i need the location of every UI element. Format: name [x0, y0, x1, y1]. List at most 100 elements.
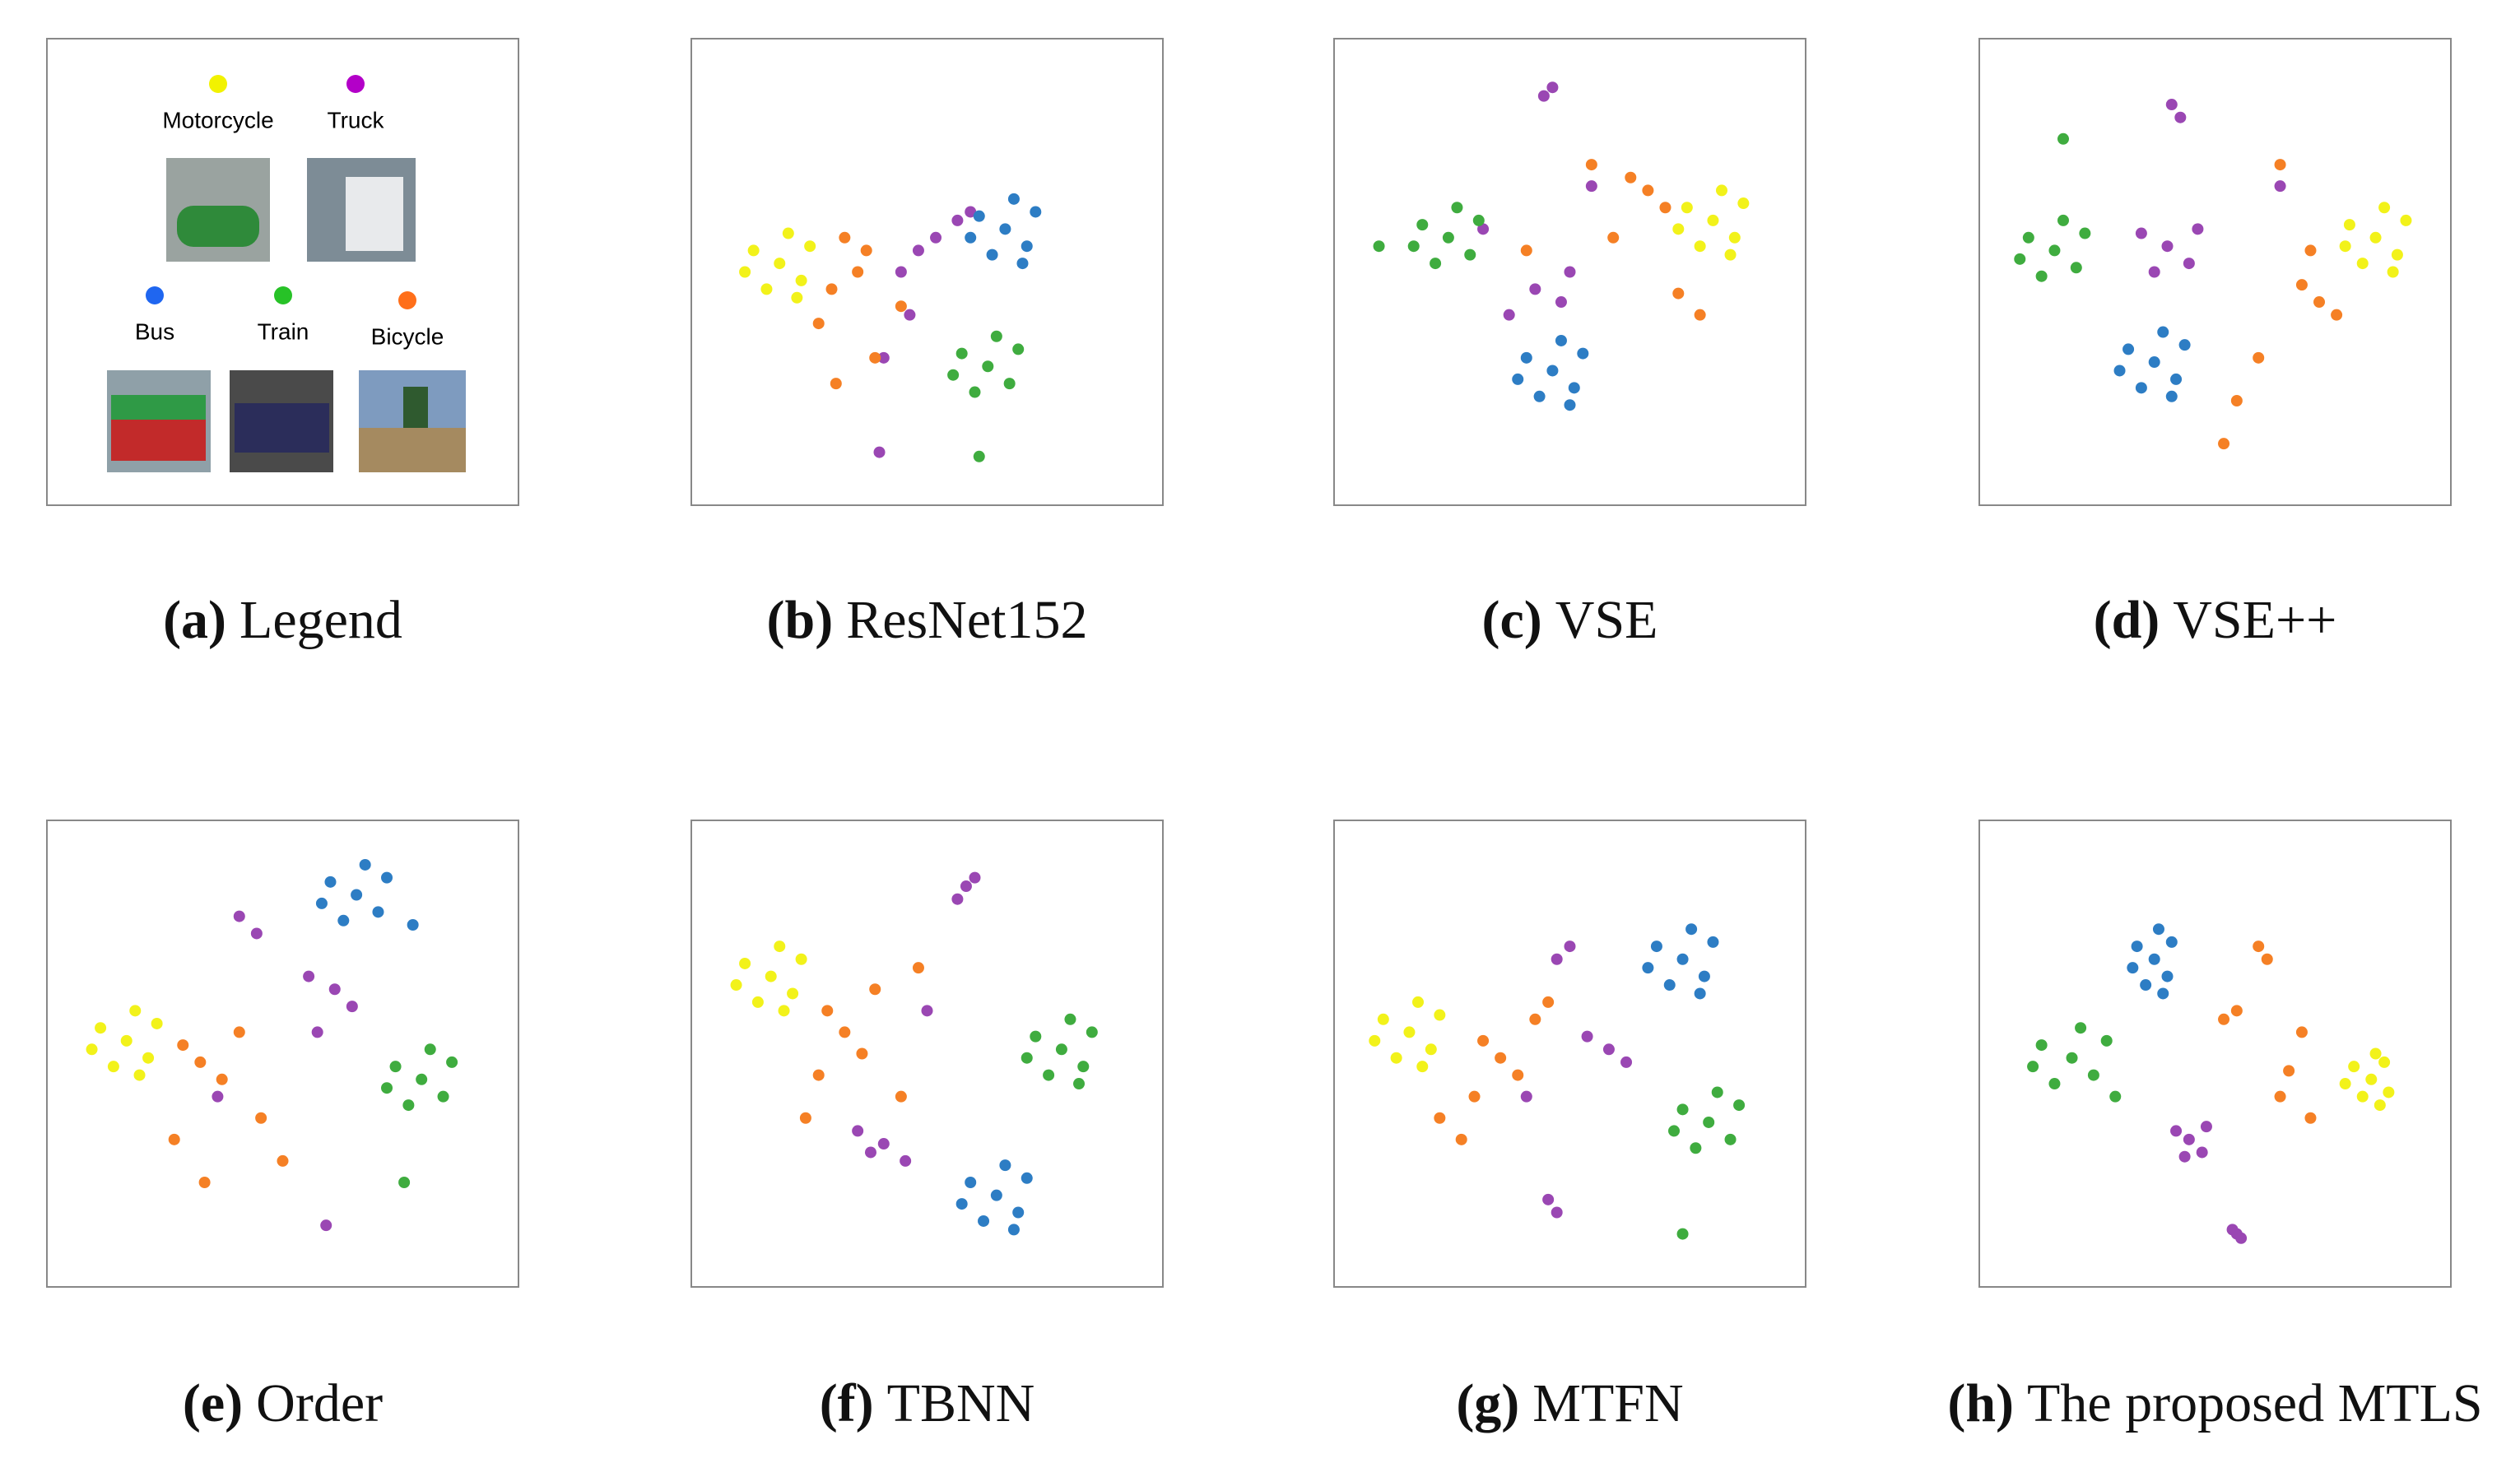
point	[2048, 244, 2061, 257]
point	[990, 1189, 1002, 1201]
point	[381, 1082, 393, 1094]
point	[95, 1022, 107, 1034]
point	[1625, 171, 1637, 183]
point	[2148, 356, 2160, 369]
point	[1676, 953, 1689, 965]
point	[2304, 244, 2317, 257]
point	[351, 889, 363, 901]
point	[1021, 1172, 1033, 1184]
point	[446, 1056, 458, 1068]
point	[2400, 214, 2412, 226]
point	[381, 871, 393, 884]
point	[1650, 940, 1662, 953]
point	[960, 880, 972, 893]
point	[782, 227, 794, 239]
point	[1542, 996, 1555, 1008]
point	[1520, 351, 1532, 364]
point	[2100, 1034, 2113, 1047]
point	[1711, 1086, 1723, 1098]
point	[1716, 184, 1728, 197]
point	[795, 274, 807, 286]
point	[965, 206, 977, 218]
point	[1685, 923, 1698, 936]
point	[1564, 940, 1576, 953]
point	[774, 258, 786, 270]
caption-text: VSE	[1555, 590, 1658, 650]
point	[765, 970, 777, 982]
point	[2356, 1090, 2369, 1103]
point	[233, 910, 245, 922]
point	[747, 244, 760, 257]
point	[407, 919, 419, 931]
point	[142, 1052, 155, 1064]
point	[1707, 214, 1719, 226]
point	[1533, 390, 1546, 402]
caption-label: (a)	[163, 590, 226, 650]
legend-label: Bus	[135, 318, 174, 344]
point	[2356, 258, 2369, 270]
point	[437, 1090, 449, 1103]
point	[774, 940, 786, 953]
point	[730, 979, 742, 992]
caption: (g) MTFN	[1456, 1373, 1683, 1433]
point	[2339, 1078, 2351, 1090]
point	[812, 1069, 825, 1081]
point	[2174, 111, 2187, 123]
point	[2027, 1061, 2039, 1073]
point	[799, 1112, 811, 1124]
point	[424, 1043, 436, 1056]
caption-label: (d)	[2094, 590, 2160, 650]
caption-label: (c)	[1482, 590, 1542, 650]
legend-label: Train	[258, 318, 309, 344]
point	[2304, 1112, 2317, 1124]
point	[86, 1043, 98, 1056]
point	[320, 1219, 332, 1232]
point	[2148, 266, 2160, 278]
caption: (c) VSE	[1482, 590, 1658, 650]
legend-dot	[346, 75, 365, 93]
point	[2369, 1047, 2382, 1060]
caption-label: (b)	[767, 590, 834, 650]
point	[1086, 1026, 1098, 1038]
point	[2183, 258, 2195, 270]
point	[1043, 1069, 1055, 1081]
point	[389, 1061, 402, 1073]
caption: (d) VSE++	[2094, 590, 2337, 650]
point	[2196, 1146, 2208, 1159]
plot-box	[1978, 38, 2452, 506]
point	[2057, 132, 2069, 145]
point	[1021, 240, 1033, 253]
photo	[346, 177, 403, 251]
point	[973, 210, 985, 222]
point	[2140, 979, 2152, 992]
point	[951, 893, 964, 905]
point	[1403, 1026, 1416, 1038]
point	[900, 1154, 912, 1167]
point	[277, 1154, 289, 1167]
point	[1007, 1224, 1020, 1236]
point	[1073, 1078, 1086, 1090]
point	[1676, 1228, 1689, 1240]
point	[1425, 1043, 1437, 1056]
point	[2295, 279, 2308, 291]
point	[2057, 214, 2069, 226]
point	[1676, 1103, 1689, 1116]
point	[1003, 378, 1016, 390]
point	[2014, 253, 2026, 265]
point	[2170, 1125, 2183, 1137]
point	[1464, 248, 1476, 261]
point	[2127, 962, 2139, 974]
point	[2135, 382, 2147, 394]
caption: (a) Legend	[163, 590, 402, 650]
plot-box	[46, 820, 519, 1288]
caption-label: (e)	[183, 1373, 243, 1433]
point	[1694, 987, 1706, 1000]
point	[1529, 283, 1541, 295]
point	[2343, 219, 2355, 231]
point	[955, 347, 968, 360]
point	[1551, 953, 1563, 965]
point	[821, 1005, 834, 1017]
point	[1411, 996, 1424, 1008]
point	[895, 1090, 907, 1103]
point	[2391, 248, 2403, 261]
